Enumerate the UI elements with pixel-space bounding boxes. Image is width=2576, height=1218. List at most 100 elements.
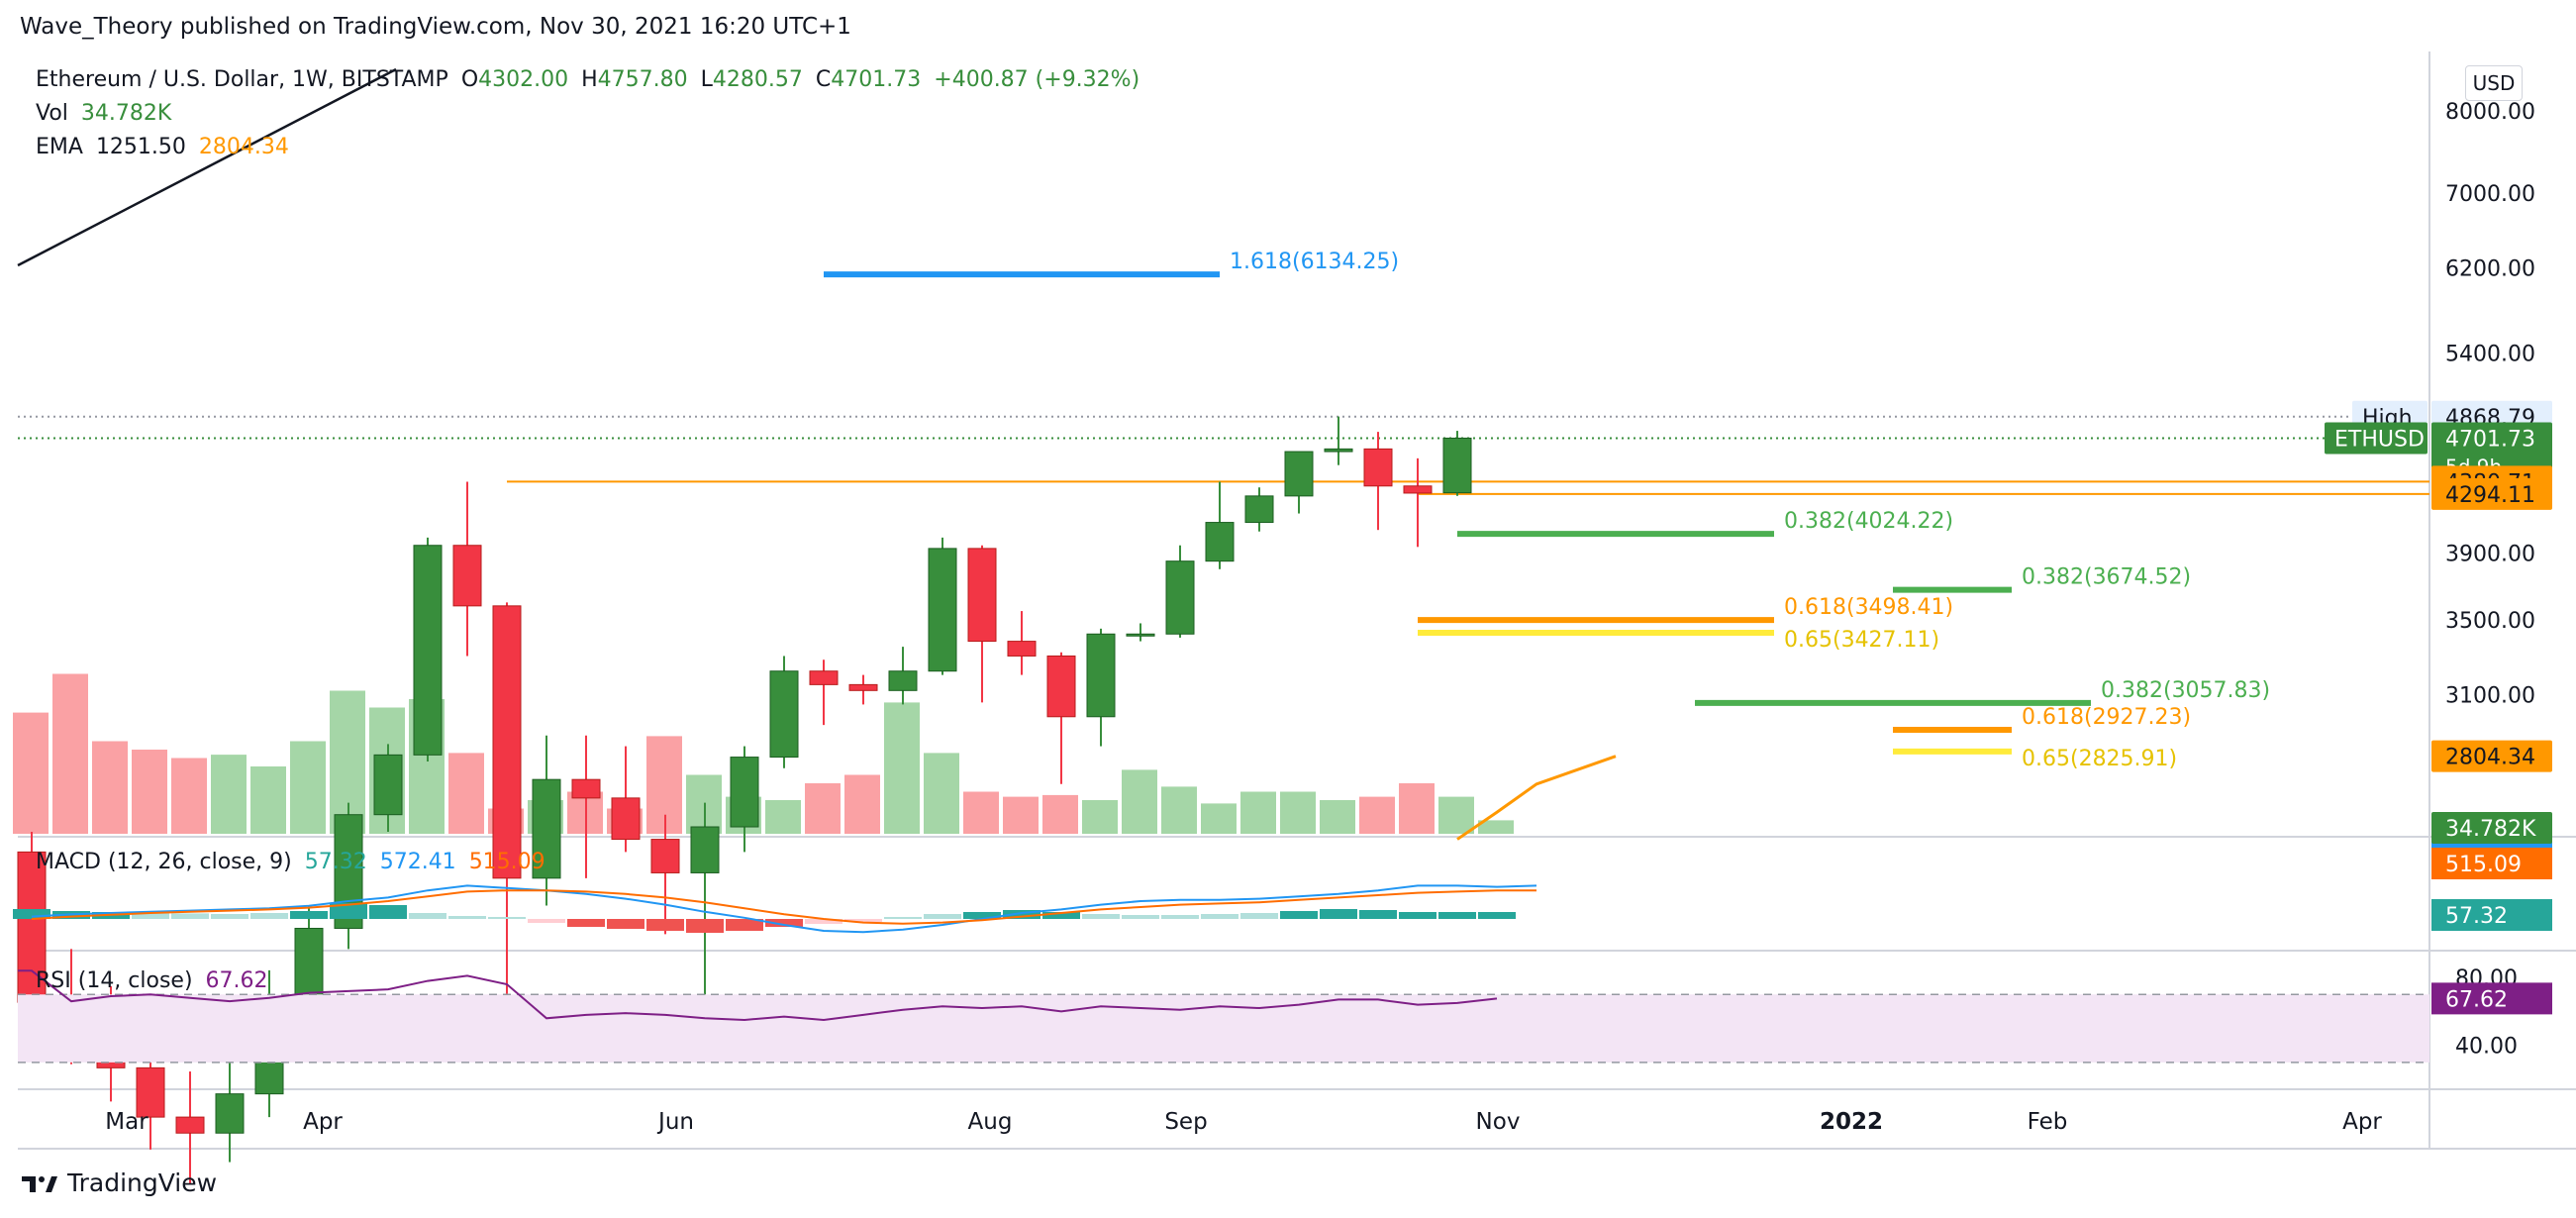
price-tag-value: 4294.11 (2445, 483, 2535, 508)
price-tag-name-bg (2325, 422, 2427, 455)
price-tag (2431, 740, 2552, 772)
candle-down (175, 1116, 205, 1134)
brand-name: TradingView (67, 1168, 218, 1197)
high-value: 4757.80 (597, 67, 688, 92)
macd-hist-bar (726, 919, 763, 931)
fib-label: 0.382(4024.22) (1784, 509, 1953, 534)
macd-legend[interactable]: MACD (12, 26, close, 9) 57.32 572.41 515… (36, 850, 551, 874)
macd-hist-bar (330, 903, 367, 919)
ema-label: EMA (36, 135, 83, 159)
publish-header: Wave_Theory published on TradingView.com… (20, 14, 851, 40)
symbol-legend[interactable]: Ethereum / U.S. Dollar, 1W, BITSTAMP O43… (36, 67, 1145, 92)
macd-hist-bar (528, 919, 565, 923)
candle-up (1324, 448, 1353, 453)
close-value: 4701.73 (831, 67, 922, 92)
macd-signal-line (31, 889, 1536, 925)
volume-bar (924, 753, 959, 834)
trend-line (17, 67, 397, 267)
macd-hist-bar (1438, 912, 1476, 919)
rsi-value: 67.62 (205, 968, 268, 993)
price-axis-label: 3500.00 (2445, 609, 2535, 634)
fib-label: 0.382(3057.83) (2101, 678, 2270, 703)
volume-bar (1240, 791, 1276, 834)
macd-hist-bar (1201, 914, 1238, 919)
candle-up (730, 757, 759, 828)
volume-bar (13, 712, 49, 834)
ema-legend[interactable]: EMA 1251.50 2804.34 (36, 135, 295, 159)
macd-hist-bar (1042, 912, 1080, 919)
fib-label: 0.618(3498.41) (1784, 595, 1953, 620)
macd-hist-bar (1320, 909, 1357, 919)
candle-down (1363, 448, 1393, 487)
volume-bar (844, 774, 880, 834)
time-axis-label: Apr (303, 1109, 343, 1135)
candle-down (571, 778, 601, 799)
fib-levels: 1.618(6134.25) 0.382(4024.22) 0.382(3674.5… (824, 250, 2270, 771)
macd-hist-bar (646, 919, 684, 931)
ohlc-open: O4302.00 (461, 67, 568, 92)
high-label: H (581, 67, 598, 92)
candle-down (809, 670, 839, 685)
macd-hist-bar (1082, 914, 1120, 919)
volume-bar (1003, 796, 1039, 834)
candle-up (532, 778, 561, 879)
fib-label: 1.618(6134.25) (1230, 250, 1399, 274)
volume-bar (1359, 796, 1395, 834)
price-axis-label: 7000.00 (2445, 182, 2535, 207)
fib-label: 0.382(3674.52) (2022, 565, 2191, 590)
macd-hist-bar (607, 919, 644, 929)
candle-up (928, 548, 957, 672)
macd-hist-bar (13, 909, 50, 919)
candle-down (1403, 485, 1433, 494)
footer-brand[interactable]: TradingView (20, 1168, 217, 1197)
macd-axis-label: 515.09 (2445, 853, 2522, 877)
candle-up (1165, 560, 1195, 635)
volume-bars (13, 673, 1514, 834)
volume-bar (884, 702, 920, 834)
change-value: +400.87 (+9.32%) (934, 67, 1140, 92)
candle-down (452, 545, 482, 607)
macd-line (31, 884, 1537, 934)
volume-bar (211, 755, 247, 834)
candle-up (215, 1093, 245, 1134)
volume-legend[interactable]: Vol 34.782K (36, 101, 177, 126)
macd-hist-bar (1003, 910, 1040, 919)
volume-bar (1042, 794, 1078, 834)
fib-label: 0.65(2825.91) (2022, 747, 2177, 771)
candle-down (1046, 655, 1076, 718)
macd-hist-bar (1240, 913, 1278, 919)
macd-hist-bar (409, 913, 446, 919)
fib-label: 0.65(3427.11) (1784, 628, 1939, 653)
time-axis-label: Mar (105, 1109, 149, 1135)
volume-bar (1161, 786, 1197, 834)
candle-up (1205, 522, 1235, 562)
time-axis-label: Aug (968, 1109, 1013, 1135)
price-axis-label: 5400.00 (2445, 342, 2535, 366)
macd-hist-bar (1399, 912, 1437, 919)
candle-down (492, 605, 522, 879)
open-value: 4302.00 (478, 67, 569, 92)
time-axis-label: Jun (656, 1109, 694, 1135)
candle-up (690, 826, 720, 873)
candle-down (967, 548, 997, 643)
volume-bar (1201, 803, 1237, 834)
volume-bar (1122, 769, 1157, 834)
macd-axis-tag (2431, 848, 2552, 879)
currency-button[interactable]: USD (2465, 65, 2523, 101)
symbol-name: Ethereum / U.S. Dollar, 1W, BITSTAMP (36, 67, 448, 92)
low-value: 4280.57 (712, 67, 803, 92)
candle-up (413, 545, 443, 756)
time-axis-label: Feb (2028, 1109, 2068, 1135)
macd-line-value: 572.41 (379, 850, 456, 874)
volume-bar (290, 741, 326, 834)
price-tag-value: 4701.73 (2445, 427, 2535, 452)
candle-down (848, 683, 878, 691)
ohlc-high: H4757.80 (581, 67, 688, 92)
price-tag (2431, 812, 2552, 844)
macd-hist-bar (211, 914, 248, 919)
rsi-band (18, 994, 2429, 1063)
macd-hist-bar (963, 912, 1001, 919)
candle-up (888, 670, 918, 691)
rsi-legend[interactable]: RSI (14, close) 67.62 (36, 968, 274, 993)
